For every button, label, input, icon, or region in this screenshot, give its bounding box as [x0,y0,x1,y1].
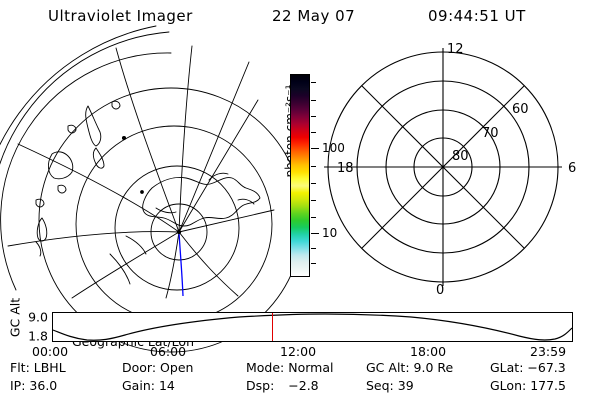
colorbar-tick-major-10 [311,233,319,234]
status-dsp: Dsp: −2.8 [246,378,319,393]
time-tick-1800: 18:00 [410,344,447,359]
colorbar-tick-minor [311,132,316,133]
strip-plot-frame[interactable] [52,312,573,342]
colorbar-tick-minor [311,116,316,117]
status-glon-label: GLon: [490,378,527,393]
altitude-tick-high: 9.0 [28,309,48,325]
observation-time: 09:44:51 UT [428,7,526,25]
status-glat-value: −67.3 [527,360,566,375]
mlt-label-0: 0 [436,283,444,298]
observation-date: 22 May 07 [272,7,356,25]
header-bar: Ultraviolet Imager 22 May 07 09:44:51 UT [0,4,600,30]
status-ip-label: IP: [10,378,26,393]
geographic-map-graphic [0,25,304,353]
status-flt: Flt: LBHL [10,360,66,375]
status-glon: GLon: 177.5 [490,378,566,393]
mlt-label-18: 18 [337,161,354,176]
altitude-curve [52,313,573,341]
status-mode-value: Normal [288,360,334,375]
status-gain: Gain: 14 [122,378,175,393]
status-dsp-label: Dsp: [246,378,275,393]
colorbar-tick-minor [311,100,316,101]
status-glat-label: GLat: [490,360,524,375]
spacecraft-ground-track [178,231,184,297]
status-seq: Seq: 39 [366,378,414,393]
time-tick-0000: 00:00 [32,344,69,359]
status-door-value: Open [160,360,194,375]
orbit-altitude-strip-plot[interactable]: GC Alt 9.0 1.8 00:00 06:00 12:00 18:00 2… [0,298,600,359]
mlat-label-60: 60 [512,102,529,117]
status-flt-label: Flt: [10,360,30,375]
geographic-map-panel[interactable]: Geographic Lat/Lon [0,25,304,353]
colorbar-tick-minor [311,217,316,218]
colorbar-label-10: 10 [322,226,338,240]
status-door: Door: Open [122,360,193,375]
status-seq-label: Seq: [366,378,394,393]
apex-mlat-mlt-panel[interactable]: 12 6 0 18 60 70 80 Apex MLat/MLT [324,40,600,298]
mlt-label-6: 6 [568,161,576,176]
status-mode: Mode: Normal [246,360,334,375]
colorbar-gradient-fill [291,75,309,276]
mlat-label-80: 80 [452,149,469,164]
mlt-axis-diagonal-b [361,85,525,249]
page-title: Ultraviolet Imager [48,7,193,25]
status-ip-value: 36.0 [29,378,58,393]
status-mode-label: Mode: [246,360,285,375]
status-ip: IP: 36.0 [10,378,57,393]
mlt-dial-graphic: 12 6 0 18 60 70 80 [324,42,576,298]
status-flt-value: LBHL [33,360,66,375]
colorbar-tick-minor [311,200,316,201]
status-panel: Flt: LBHL Door: Open Mode: Normal GC Alt… [0,360,600,400]
colorbar-tick-major-100 [311,148,319,149]
colorbar-label-100: 100 [322,141,345,155]
status-gain-label: Gain: [122,378,155,393]
colorbar-tick-minor [311,166,316,167]
status-seq-value: 39 [397,378,414,393]
status-gc-alt-label: GC Alt: [366,360,410,375]
pole-marker [176,229,182,235]
status-gc-alt-value: 9.0 Re [413,360,454,375]
colorbar-tick-minor [311,263,316,264]
mlat-label-70: 70 [482,126,499,141]
status-gc-alt: GC Alt: 9.0 Re [366,360,453,375]
time-tick-2359: 23:59 [530,344,567,359]
colorbar-swatch[interactable] [290,74,310,277]
status-glon-value: 177.5 [530,378,566,393]
colorbar-tick-minor [311,183,316,184]
status-dsp-value: −2.8 [288,378,319,393]
colorbar-legend: photon cm⁻²s⁻¹ 100 10 [270,48,345,293]
status-glat: GLat: −67.3 [490,360,566,375]
status-gain-value: 14 [158,378,175,393]
altitude-tick-low: 1.8 [28,328,48,344]
time-tick-0600: 06:00 [150,344,187,359]
colorbar-tick-minor [311,248,316,249]
time-tick-1200: 12:00 [280,344,317,359]
status-door-label: Door: [122,360,157,375]
mlt-label-12: 12 [447,42,464,57]
current-time-cursor[interactable] [272,313,273,341]
colorbar-tick-minor [311,82,316,83]
